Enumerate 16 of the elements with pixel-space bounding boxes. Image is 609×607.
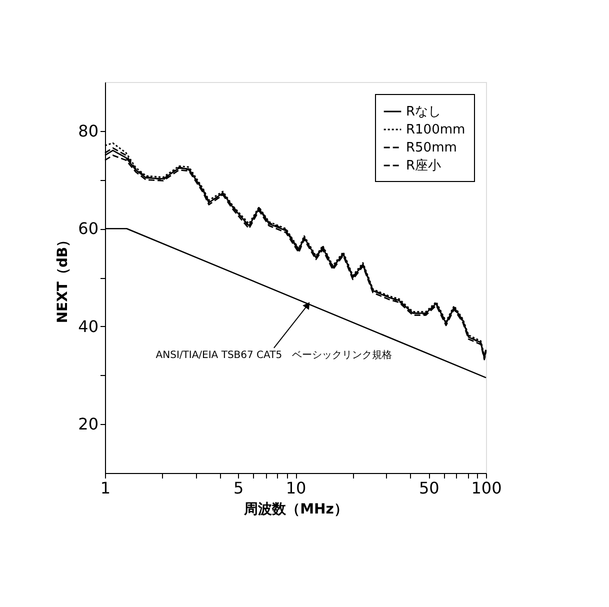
legend-label: R100mm	[406, 122, 466, 138]
x-tick-label: 1	[100, 478, 111, 498]
y-axis-title: NEXT（dB）	[55, 232, 72, 324]
y-tick-label: 20	[78, 414, 98, 434]
legend-label: R座小	[406, 158, 442, 174]
x-axis-title: 周波数（MHz）	[243, 502, 348, 518]
legend-label: Rなし	[406, 104, 442, 120]
y-tick-label: 80	[78, 121, 98, 140]
x-tick-label: 5	[234, 478, 244, 498]
x-tick-label: 100	[471, 478, 502, 498]
x-tick-label: 50	[418, 478, 440, 498]
annotation: ANSI/TIA/EIA TSB67 CAT5 ベーシックリンク規格	[156, 348, 392, 361]
y-tick-label: 60	[78, 219, 98, 238]
legend-label: R50mm	[406, 140, 457, 156]
y-tick-label: 40	[78, 316, 98, 336]
x-tick-label: 10	[286, 478, 306, 498]
